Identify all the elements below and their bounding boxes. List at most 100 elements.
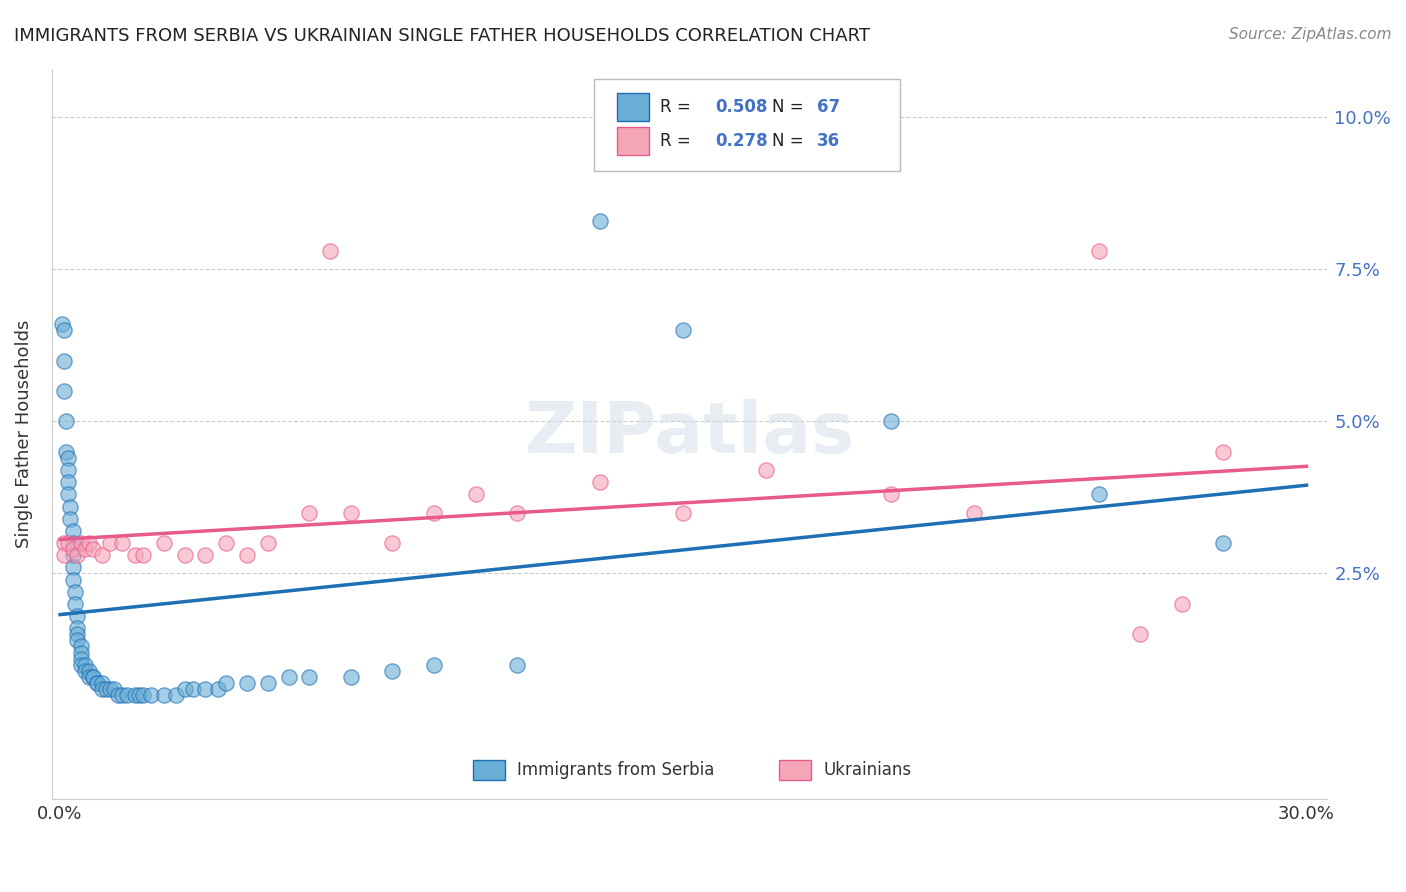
Point (63, 584, 86, 599)
Text: 0.278: 0.278 (716, 132, 768, 150)
Point (69, 640, 91, 654)
Point (66, 621, 89, 635)
Text: IMMIGRANTS FROM SERBIA VS UKRAINIAN SINGLE FATHER HOUSEHOLDS CORRELATION CHART: IMMIGRANTS FROM SERBIA VS UKRAINIAN SING… (14, 27, 870, 45)
FancyBboxPatch shape (779, 760, 811, 780)
FancyBboxPatch shape (593, 79, 900, 170)
Point (1212, 536, 1234, 550)
Point (236, 548, 259, 562)
Point (589, 475, 612, 490)
Point (319, 244, 342, 258)
Point (63, 597, 86, 611)
Point (128, 688, 150, 702)
Point (58, 475, 80, 490)
Point (755, 463, 778, 477)
Point (53, 536, 76, 550)
Point (381, 536, 404, 550)
Point (66, 627, 89, 641)
Point (86, 676, 108, 690)
Point (298, 506, 321, 520)
Point (58, 463, 80, 477)
Point (207, 681, 229, 696)
Point (62, 524, 84, 538)
FancyBboxPatch shape (472, 760, 505, 780)
Point (73, 657, 96, 672)
Point (58, 487, 80, 501)
Point (82, 670, 104, 684)
Point (256, 676, 278, 690)
Point (69, 646, 91, 660)
Point (51, 317, 73, 331)
Point (53, 384, 76, 398)
Point (82, 670, 104, 684)
Point (66, 633, 89, 648)
Point (69, 536, 91, 550)
Point (880, 414, 903, 428)
Point (90, 681, 112, 696)
Point (62, 542, 84, 557)
Point (153, 536, 176, 550)
Text: Ukrainians: Ukrainians (824, 761, 911, 779)
Point (589, 213, 612, 227)
Point (181, 681, 204, 696)
Point (165, 688, 187, 702)
Point (215, 536, 238, 550)
Point (77, 664, 100, 678)
Point (77, 536, 100, 550)
Point (236, 676, 259, 690)
Point (1171, 597, 1194, 611)
Point (69, 657, 91, 672)
Point (62, 548, 84, 562)
Point (77, 670, 100, 684)
Point (173, 681, 195, 696)
Text: N =: N = (772, 98, 804, 116)
Text: 36: 36 (817, 132, 841, 150)
Text: Source: ZipAtlas.com: Source: ZipAtlas.com (1229, 27, 1392, 42)
Text: N =: N = (772, 132, 804, 150)
Point (153, 688, 176, 702)
Point (53, 323, 76, 337)
Point (107, 688, 129, 702)
Point (69, 651, 91, 665)
Point (59, 500, 82, 514)
Point (672, 323, 695, 337)
Point (1087, 487, 1109, 501)
Point (66, 548, 89, 562)
Point (124, 548, 146, 562)
Y-axis label: Single Father Households: Single Father Households (15, 319, 32, 548)
Point (86, 676, 108, 690)
Point (115, 688, 138, 702)
Text: 67: 67 (817, 98, 841, 116)
Point (194, 681, 217, 696)
Point (963, 506, 986, 520)
Point (55, 444, 77, 458)
FancyBboxPatch shape (617, 94, 648, 121)
Point (506, 657, 529, 672)
Point (94, 681, 117, 696)
Point (73, 542, 96, 557)
Point (381, 664, 404, 678)
Point (423, 657, 446, 672)
Point (340, 506, 363, 520)
Point (98, 681, 121, 696)
Point (53, 353, 76, 368)
Point (62, 573, 84, 587)
Point (880, 487, 903, 501)
Point (506, 506, 529, 520)
Point (672, 506, 695, 520)
Point (141, 688, 163, 702)
Point (90, 676, 112, 690)
Point (90, 548, 112, 562)
Point (464, 487, 486, 501)
Point (111, 536, 134, 550)
Point (1212, 444, 1234, 458)
Point (73, 664, 96, 678)
Point (82, 542, 104, 557)
Text: R =: R = (661, 98, 690, 116)
Point (298, 670, 321, 684)
Point (1129, 627, 1152, 641)
Point (423, 506, 446, 520)
Point (98, 536, 121, 550)
Point (194, 548, 217, 562)
Point (124, 688, 146, 702)
Point (132, 688, 155, 702)
